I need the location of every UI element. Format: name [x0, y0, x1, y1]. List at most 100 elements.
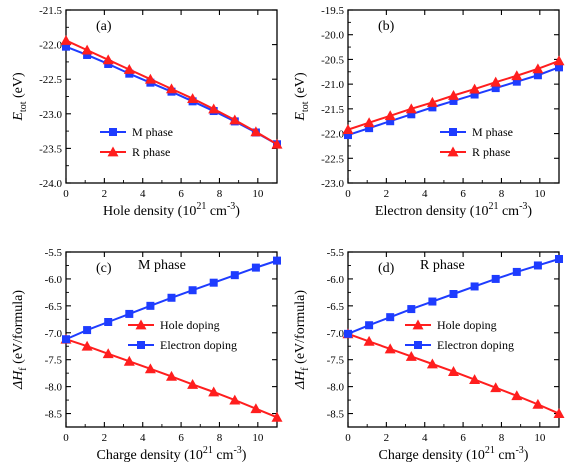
- y-tick-label: -22.0: [39, 40, 62, 52]
- y-axis-title: Etot (eV): [11, 72, 29, 122]
- x-tick-label: 10: [252, 188, 264, 200]
- legend-marker: [109, 128, 117, 136]
- data-point: [512, 267, 521, 276]
- data-point: [533, 71, 542, 80]
- series-r-phase: [342, 55, 565, 135]
- data-point: [167, 293, 176, 302]
- data-point: [491, 274, 500, 283]
- x-tick-label: 0: [63, 432, 69, 444]
- legend-label: M phase: [132, 125, 173, 139]
- data-point: [491, 84, 500, 93]
- data-point: [123, 64, 135, 74]
- data-point: [365, 124, 374, 133]
- y-tick-label: -23.0: [321, 178, 344, 190]
- y-tick-label: -7.0: [327, 328, 345, 340]
- y-tick-label: -6.0: [327, 274, 345, 286]
- y-tick-label: -19.5: [321, 5, 344, 17]
- y-tick-label: -8.5: [45, 409, 63, 421]
- data-point: [104, 318, 113, 326]
- y-tick-label: -8.0: [327, 382, 345, 394]
- y-tick-label: -24.0: [39, 178, 62, 190]
- y-tick-label: -22.5: [321, 153, 344, 165]
- data-point: [469, 83, 481, 94]
- data-point: [344, 329, 352, 338]
- legend: Hole doping Electron doping: [405, 318, 514, 352]
- data-point: [81, 44, 93, 55]
- y-tick-label: -20.0: [321, 30, 344, 42]
- panel-subtitle: M phase: [138, 258, 186, 273]
- data-point: [83, 326, 92, 335]
- y-axis-title: ΔHf (eV/formula): [293, 290, 311, 390]
- x-axis-title: Hole density (1021 cm-3): [103, 201, 240, 219]
- x-tick-label: 4: [422, 188, 428, 200]
- data-point: [386, 313, 395, 322]
- legend-label: Hole doping: [160, 318, 220, 332]
- data-point: [166, 83, 177, 94]
- data-point: [81, 340, 93, 351]
- data-point: [553, 408, 565, 418]
- y-tick-label: -7.0: [45, 328, 63, 340]
- data-point: [209, 278, 218, 287]
- data-point: [62, 42, 70, 51]
- legend-marker: [447, 146, 459, 157]
- y-tick-label: -6.5: [327, 301, 345, 313]
- data-point: [449, 96, 458, 105]
- series-m-phase: [344, 63, 563, 140]
- data-point: [470, 90, 479, 99]
- data-point: [405, 103, 417, 114]
- legend-marker: [135, 319, 147, 330]
- y-tick-label: -6.0: [45, 274, 63, 286]
- panel-subtitle: R phase: [420, 258, 465, 273]
- y-tick-label: -23.5: [39, 143, 62, 155]
- y-tick-label: -7.5: [45, 355, 63, 367]
- data-point: [271, 411, 283, 422]
- data-point: [407, 305, 416, 314]
- legend-marker: [414, 341, 422, 349]
- data-point: [146, 301, 155, 310]
- data-point: [83, 50, 92, 59]
- data-point: [469, 374, 481, 385]
- y-tick-label: -21.5: [39, 5, 62, 17]
- x-tick-label: 2: [102, 432, 108, 444]
- panel-label: (d): [378, 261, 395, 276]
- plot-frame: [65, 9, 278, 184]
- y-axis-title: ΔHf (eV/formula): [11, 290, 29, 390]
- data-point: [166, 370, 177, 381]
- x-axis-title: Charge density (1021 cm-3): [379, 445, 529, 463]
- data-point: [144, 73, 156, 84]
- data-point: [363, 117, 375, 128]
- data-point: [553, 55, 565, 66]
- x-tick-label: 8: [217, 188, 223, 200]
- data-point: [187, 378, 199, 389]
- y-tick-label: -8.0: [45, 382, 63, 394]
- x-tick-label: 6: [460, 188, 466, 200]
- y-tick-label: -21.5: [321, 104, 344, 116]
- data-point: [426, 96, 438, 107]
- legend-marker: [107, 146, 119, 157]
- data-point: [208, 103, 220, 114]
- data-point: [251, 263, 260, 272]
- x-tick-label: 6: [460, 432, 466, 444]
- chart-panel-d: 0 2 4 6 8 10 -8.5 -8.0 -7.5 -7.0 -6.5 -6.0 -5.5 Charg…: [293, 247, 565, 463]
- x-tick-label: 2: [384, 188, 390, 200]
- data-point: [230, 271, 239, 280]
- data-point: [62, 335, 70, 344]
- x-tick-label: 10: [534, 188, 546, 200]
- x-tick-label: 6: [178, 432, 184, 444]
- data-point: [365, 321, 374, 330]
- legend-marker: [449, 128, 457, 136]
- y-axis-title: Etot (eV): [293, 72, 311, 122]
- data-point: [123, 355, 135, 366]
- data-point: [449, 290, 458, 298]
- data-point: [490, 382, 502, 393]
- y-tick-label: -8.5: [327, 409, 345, 421]
- data-point: [407, 110, 416, 119]
- data-point: [533, 261, 542, 270]
- data-point: [532, 63, 544, 74]
- data-point: [60, 34, 72, 45]
- data-point: [428, 297, 437, 306]
- y-tick-label: -5.5: [327, 247, 345, 259]
- legend-label: Electron doping: [437, 338, 514, 352]
- x-tick-label: 2: [102, 188, 108, 200]
- data-point: [229, 114, 241, 125]
